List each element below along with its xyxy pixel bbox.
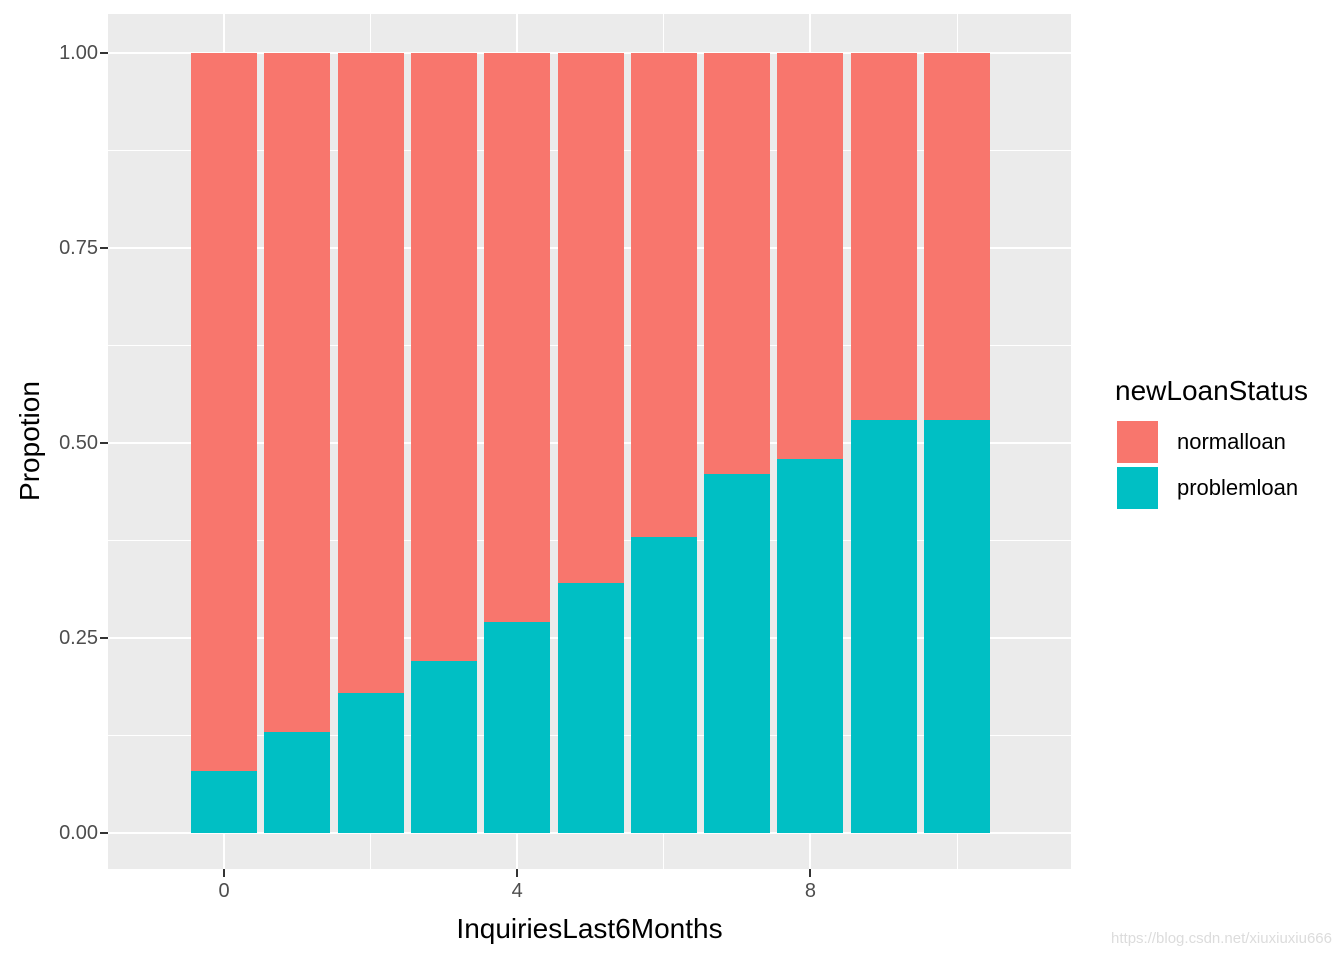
y-tick-label: 0.50	[59, 432, 98, 454]
bar-x2	[337, 53, 404, 833]
gridline-y-major	[108, 832, 1071, 834]
y-tick-mark	[100, 442, 108, 444]
bar-x2-problemloan	[337, 692, 404, 833]
bar-x8-normalloan	[777, 53, 844, 459]
bar-x5	[557, 53, 624, 833]
plot-panel	[108, 14, 1071, 869]
legend: normalloan problemloan	[1117, 421, 1298, 513]
bar-x6-problemloan	[630, 536, 697, 833]
watermark: https://blog.csdn.net/xiuxiuxiu666	[1111, 930, 1332, 947]
x-tick-label: 0	[218, 880, 230, 902]
bar-x3	[410, 53, 477, 833]
legend-label-normalloan: normalloan	[1177, 429, 1286, 454]
legend-label-problemloan: problemloan	[1177, 475, 1299, 500]
bar-x9-normalloan	[850, 53, 917, 420]
bar-x6-normalloan	[630, 53, 697, 537]
bar-x10	[924, 53, 990, 833]
y-tick-label: 0.25	[59, 627, 98, 649]
bar-x0-problemloan	[191, 770, 257, 833]
bar-x2-normalloan	[337, 53, 404, 693]
y-tick-mark	[100, 52, 108, 54]
y-tick-label: 1.00	[59, 42, 98, 64]
bar-x0-normalloan	[191, 53, 257, 771]
x-tick-mark	[516, 869, 519, 877]
bar-x9-problemloan	[850, 419, 917, 833]
bar-x8-problemloan	[777, 458, 844, 833]
x-tick-label: 4	[511, 880, 523, 902]
y-tick-mark	[100, 247, 108, 249]
legend-swatch-problemloan	[1117, 467, 1158, 509]
x-tick-label: 8	[804, 880, 816, 902]
legend-entry-normalloan: normalloan	[1117, 421, 1298, 463]
bar-x10-normalloan	[924, 53, 990, 420]
bar-x8	[777, 53, 844, 833]
bar-x6	[630, 53, 697, 833]
x-tick-mark	[223, 869, 225, 877]
bar-x4-normalloan	[484, 53, 551, 623]
bar-x3-normalloan	[410, 53, 477, 662]
y-axis-title: Propotion	[14, 381, 45, 501]
bar-x10-problemloan	[924, 419, 990, 833]
bar-x1	[264, 53, 331, 833]
x-tick-mark	[809, 869, 812, 877]
bar-x5-problemloan	[557, 583, 624, 833]
bar-x7-normalloan	[704, 53, 771, 475]
bar-x5-normalloan	[557, 53, 624, 584]
legend-title: newLoanStatus	[1115, 375, 1309, 406]
bar-x7	[704, 53, 771, 833]
y-tick-mark	[100, 832, 108, 834]
bar-x7-problemloan	[704, 474, 771, 833]
bar-x1-normalloan	[264, 53, 331, 732]
bar-x1-problemloan	[264, 731, 331, 833]
y-tick-mark	[100, 637, 108, 639]
y-tick-label: 0.00	[59, 822, 98, 844]
bar-x3-problemloan	[410, 661, 477, 833]
bar-x0	[191, 53, 257, 833]
legend-entry-problemloan: problemloan	[1117, 467, 1298, 509]
bar-x4	[484, 53, 551, 833]
bar-x4-problemloan	[484, 622, 551, 833]
y-tick-label: 0.75	[59, 237, 98, 259]
bar-x9	[850, 53, 917, 833]
x-axis-title: InquiriesLast6Months	[456, 913, 723, 944]
legend-swatch-normalloan	[1117, 421, 1158, 463]
